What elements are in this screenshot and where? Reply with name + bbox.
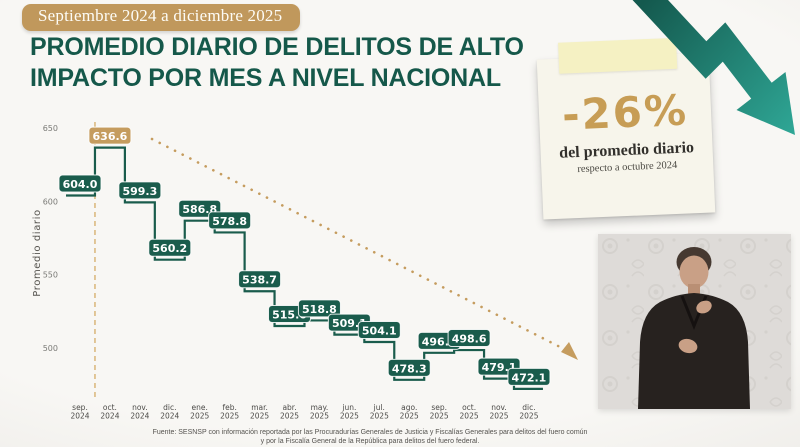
value-label bbox=[208, 211, 252, 230]
value-label-text: 636.6 bbox=[93, 130, 128, 143]
source-note: Fuente: SESNSP con información reportada… bbox=[90, 428, 650, 446]
x-axis-tick: feb. 2025 bbox=[220, 403, 239, 421]
x-axis-tick: sep. 2024 bbox=[70, 403, 89, 421]
face bbox=[679, 255, 709, 289]
value-label bbox=[387, 358, 431, 377]
x-axis-tick: may. 2025 bbox=[310, 403, 329, 421]
y-axis-tick: 600 bbox=[43, 197, 58, 206]
value-label-text: 586.8 bbox=[182, 203, 217, 216]
x-axis-tick: jul. 2025 bbox=[370, 403, 389, 421]
x-axis-tick: nov. 2024 bbox=[130, 403, 149, 421]
x-axis-tick: ene. 2025 bbox=[190, 403, 209, 421]
page-title: PROMEDIO DIARIO DE DELITOS DE ALTO IMPAC… bbox=[30, 32, 590, 93]
x-axis-tick: sep. 2025 bbox=[430, 403, 449, 421]
period-banner: Septiembre 2024 a diciembre 2025 bbox=[22, 4, 301, 31]
source-line2: y por la Fiscalía General de la Repúblic… bbox=[260, 438, 480, 446]
value-label-text: 478.3 bbox=[392, 362, 427, 375]
value-label bbox=[58, 174, 102, 193]
value-label bbox=[447, 329, 491, 348]
value-label bbox=[118, 181, 162, 200]
page-title-line2: IMPACTO POR MES A NIVEL NACIONAL bbox=[30, 63, 501, 92]
x-axis-tick: dic. 2025 bbox=[519, 403, 538, 421]
x-axis-tick: ago. 2025 bbox=[400, 403, 419, 421]
x-axis-tick: nov. 2025 bbox=[489, 403, 508, 421]
x-axis-tick: oct. 2024 bbox=[100, 403, 119, 421]
value-label-text: 538.7 bbox=[242, 274, 277, 287]
value-label bbox=[507, 367, 551, 386]
y-axis-tick: 500 bbox=[43, 344, 58, 353]
step-line bbox=[66, 146, 543, 391]
page-title-line1: PROMEDIO DIARIO DE DELITOS DE ALTO bbox=[30, 33, 524, 61]
trend-dotted-line bbox=[150, 137, 568, 352]
interpreter-person bbox=[638, 247, 750, 409]
value-label bbox=[148, 238, 192, 257]
neck bbox=[688, 284, 700, 294]
interpreter-figure bbox=[598, 234, 791, 409]
value-label-text: 472.1 bbox=[512, 371, 547, 384]
percent-value: -26% bbox=[561, 85, 689, 140]
value-label-text: 604.0 bbox=[63, 178, 98, 191]
x-axis-tick: dic. 2024 bbox=[160, 403, 179, 421]
value-label-highlight bbox=[88, 126, 132, 145]
percent-callout-card: -26% del promedio diario respecto a octu… bbox=[536, 37, 716, 220]
source-line1: Fuente: SESNSP con información reportada… bbox=[152, 429, 588, 436]
hand-lower bbox=[678, 338, 698, 354]
y-axis-title: Promedio diario bbox=[32, 209, 43, 296]
value-label-text: 504.1 bbox=[362, 324, 397, 337]
value-label-text: 498.6 bbox=[452, 333, 487, 346]
x-axis-tick: abr. 2025 bbox=[280, 403, 299, 421]
value-label bbox=[357, 320, 401, 339]
value-label bbox=[238, 270, 282, 289]
x-axis-tick: jun. 2025 bbox=[340, 403, 359, 421]
value-label-text: 578.8 bbox=[212, 215, 247, 228]
sticky-note-tab bbox=[558, 37, 678, 74]
y-axis-tick: 650 bbox=[43, 124, 58, 133]
value-label bbox=[297, 299, 341, 318]
value-label-text: 518.8 bbox=[302, 303, 337, 316]
period-banner-label: Septiembre 2024 a diciembre 2025 bbox=[38, 6, 283, 25]
value-label-text: 560.2 bbox=[152, 242, 187, 255]
value-label-text: 599.3 bbox=[122, 185, 157, 198]
trend-arrowhead bbox=[561, 342, 578, 360]
hand-raised bbox=[696, 300, 712, 314]
x-axis-tick: mar. 2025 bbox=[250, 403, 269, 421]
x-axis-tick: oct. 2025 bbox=[460, 403, 479, 421]
y-axis-tick: 550 bbox=[43, 271, 58, 280]
sign-language-interpreter-panel bbox=[598, 234, 791, 409]
